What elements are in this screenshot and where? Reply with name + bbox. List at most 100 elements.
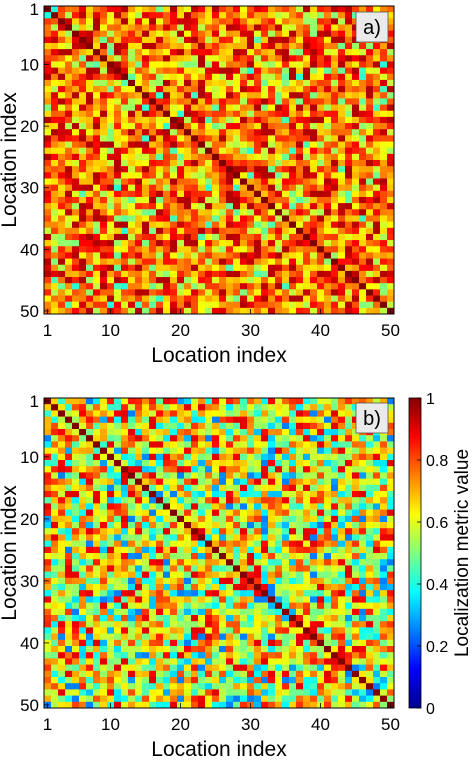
- heatmap-cell: [191, 116, 199, 124]
- heatmap-cell: [198, 184, 206, 192]
- heatmap-cell: [296, 596, 304, 603]
- heatmap-cell: [310, 398, 318, 405]
- heatmap-cell: [317, 559, 325, 566]
- heatmap-cell: [135, 515, 143, 523]
- heatmap-cell: [317, 478, 325, 486]
- heatmap-cell: [303, 147, 311, 155]
- heatmap-cell: [352, 590, 360, 597]
- heatmap-cell: [86, 429, 94, 436]
- heatmap-cell: [156, 695, 164, 703]
- heatmap-cell: [163, 6, 171, 13]
- heatmap-cell: [345, 553, 353, 560]
- heatmap-cell: [352, 453, 360, 461]
- heatmap-cell: [317, 153, 325, 161]
- heatmap-cell: [373, 646, 381, 653]
- heatmap-cell: [93, 441, 101, 448]
- heatmap-cell: [226, 129, 234, 136]
- heatmap-cell: [303, 491, 311, 498]
- heatmap-cell: [303, 540, 311, 548]
- heatmap-cell: [303, 466, 311, 473]
- heatmap-cell: [310, 429, 318, 436]
- heatmap-cell: [296, 621, 304, 628]
- heatmap-cell: [219, 478, 227, 486]
- heatmap-cell: [275, 104, 283, 112]
- heatmap-cell: [282, 602, 290, 610]
- heatmap-cell: [303, 277, 311, 284]
- heatmap-cell: [170, 503, 178, 510]
- heatmap-cell: [128, 277, 136, 284]
- heatmap-cell: [121, 435, 129, 442]
- heatmap-cell: [296, 509, 304, 517]
- heatmap-cell: [338, 689, 346, 696]
- heatmap-cell: [338, 683, 346, 690]
- heatmap-cell: [233, 55, 241, 62]
- heatmap-cell: [212, 522, 220, 529]
- heatmap-cell: [254, 295, 262, 303]
- heatmap-cell: [156, 258, 164, 266]
- heatmap-cell: [268, 577, 276, 585]
- heatmap-cell: [282, 491, 290, 498]
- heatmap-cell: [233, 398, 241, 405]
- heatmap-cell: [296, 590, 304, 597]
- heatmap-cell: [184, 447, 192, 455]
- heatmap-cell: [72, 596, 80, 603]
- heatmap-cell: [107, 453, 115, 461]
- heatmap-cell: [191, 528, 199, 535]
- heatmap-cell: [324, 410, 332, 417]
- heatmap-cell: [44, 110, 52, 118]
- heatmap-cell: [51, 460, 59, 467]
- heatmap-cell: [142, 460, 150, 467]
- heatmap-cell: [352, 258, 360, 266]
- heatmap-cell: [254, 221, 262, 229]
- heatmap-cell: [163, 577, 171, 585]
- heatmap-cell: [233, 515, 241, 523]
- heatmap-cell: [324, 252, 332, 259]
- heatmap-cell: [296, 584, 304, 591]
- heatmap-b-cells: [44, 398, 395, 709]
- heatmap-cell: [93, 147, 101, 155]
- heatmap-cell: [156, 608, 164, 616]
- heatmap-cell: [331, 86, 339, 93]
- heatmap-cell: [275, 301, 283, 309]
- heatmap-cell: [226, 652, 234, 659]
- heatmap-cell: [128, 283, 136, 290]
- heatmap-cell: [128, 79, 136, 87]
- heatmap-cell: [149, 264, 157, 272]
- heatmap-cell: [163, 61, 171, 68]
- heatmap-cell: [275, 110, 283, 118]
- heatmap-cell: [352, 460, 360, 467]
- heatmap-cell: [296, 683, 304, 690]
- heatmap-cell: [387, 577, 395, 585]
- heatmap-cell: [86, 196, 94, 204]
- heatmap-cell: [44, 528, 52, 535]
- heatmap-cell: [296, 429, 304, 436]
- heatmap-cell: [317, 18, 325, 25]
- heatmap-cell: [247, 147, 255, 155]
- heatmap-cell: [163, 283, 171, 290]
- heatmap-cell: [254, 441, 262, 448]
- heatmap-cell: [226, 215, 234, 222]
- heatmap-cell: [170, 104, 178, 112]
- heatmap-cell: [275, 664, 283, 672]
- heatmap-cell: [226, 509, 234, 517]
- heatmap-cell: [51, 295, 59, 303]
- heatmap-cell: [128, 571, 136, 579]
- heatmap-cell: [156, 429, 164, 436]
- heatmap-cell: [163, 627, 171, 634]
- heatmap-cell: [58, 435, 66, 442]
- heatmap-cell: [352, 596, 360, 603]
- heatmap-cell: [219, 18, 227, 25]
- heatmap-cell: [205, 559, 213, 566]
- heatmap-cell: [170, 190, 178, 198]
- heatmap-cell: [72, 701, 80, 709]
- heatmap-cell: [128, 503, 136, 510]
- heatmap-cell: [296, 215, 304, 222]
- heatmap-cell: [51, 435, 59, 442]
- heatmap-cell: [107, 301, 115, 309]
- heatmap-cell: [156, 160, 164, 167]
- heatmap-cell: [359, 670, 367, 678]
- heatmap-cell: [233, 534, 241, 541]
- heatmap-cell: [352, 652, 360, 659]
- heatmap-cell: [345, 104, 353, 112]
- heatmap-cell: [373, 42, 381, 50]
